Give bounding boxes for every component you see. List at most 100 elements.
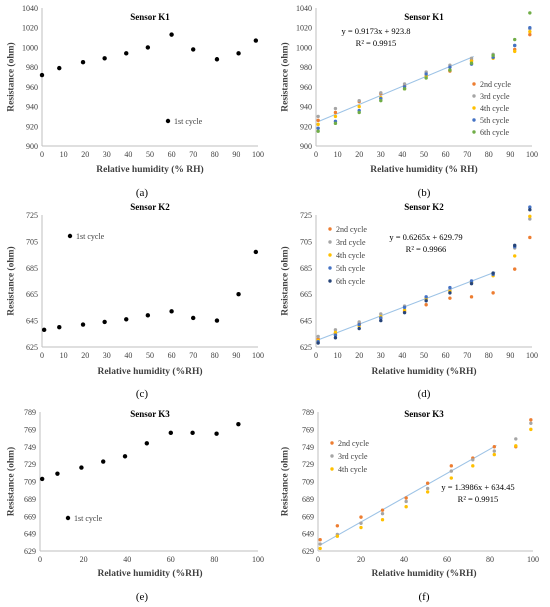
x-tick-label: 60	[443, 555, 451, 564]
series-group	[39, 32, 259, 78]
regression-equation: y = 0.6265x + 629.79	[389, 232, 462, 242]
data-point	[145, 313, 151, 318]
series-group	[316, 208, 532, 345]
data-point	[469, 281, 474, 286]
legend-marker	[165, 118, 171, 124]
y-axis-title: Resistance (ohm)	[279, 246, 290, 315]
data-point	[491, 271, 495, 275]
y-tick-label: 645	[300, 317, 312, 326]
y-tick-label: 749	[24, 443, 36, 452]
r-squared-label: R² = 0.9966	[406, 244, 447, 254]
legend-label: 4th cycle	[480, 104, 510, 113]
x-tick-label: 90	[232, 150, 240, 159]
data-point	[491, 291, 495, 295]
y-axis-title: Resistance (ohm)	[279, 447, 290, 516]
legend-marker	[67, 233, 73, 239]
data-point	[316, 129, 320, 133]
x-tick-label: 10	[334, 351, 342, 360]
series-group	[318, 418, 533, 542]
data-point	[379, 318, 383, 323]
data-point	[124, 51, 129, 56]
x-tick-label: 0	[40, 150, 44, 159]
y-tick-label: 725	[300, 211, 312, 220]
chart-panel: 0 20 40 60 80 100 629 649 669 689 709 729 749 769 789 S…	[5, 408, 264, 603]
data-point	[122, 454, 128, 459]
data-point	[424, 299, 428, 303]
y-tick-label: 980	[300, 63, 312, 72]
x-tick-label: 20	[81, 351, 89, 360]
y-tick-label: 980	[26, 63, 38, 72]
x-tick-label: 60	[442, 351, 450, 360]
y-tick-label: 665	[26, 290, 38, 299]
data-point	[318, 538, 322, 542]
chart-title: Sensor K3	[404, 409, 444, 419]
x-tick-label: 40	[400, 555, 408, 564]
legend-marker	[328, 253, 332, 257]
x-tick-label: 70	[463, 351, 471, 360]
panel-label: (e)	[136, 591, 149, 603]
data-point	[80, 60, 86, 65]
data-point	[528, 32, 532, 37]
series-group	[316, 11, 532, 133]
legend-label: 5th cycle	[336, 264, 366, 273]
x-tick-label: 0	[316, 555, 320, 564]
data-point	[469, 56, 474, 60]
data-point	[357, 322, 361, 327]
data-point	[379, 316, 383, 320]
data-point	[425, 481, 430, 485]
x-tick-label: 10	[60, 351, 68, 360]
data-point	[357, 104, 361, 109]
x-tick-label: 70	[189, 351, 197, 360]
y-tick-label: 625	[26, 343, 38, 352]
y-tick-label: 725	[26, 211, 38, 220]
data-point	[513, 267, 517, 271]
legend-marker	[472, 130, 476, 134]
x-tick-label: 50	[146, 150, 154, 159]
panel-label: (d)	[418, 388, 431, 400]
y-tick-label: 689	[302, 495, 314, 504]
y-tick-label: 749	[302, 443, 314, 452]
data-point	[513, 43, 517, 48]
data-point	[318, 546, 322, 551]
x-tick-label: 100	[252, 555, 264, 564]
legend-label: 4th cycle	[336, 251, 366, 260]
y-axis-title: Resistance (ohm)	[5, 42, 16, 111]
data-point	[169, 309, 174, 314]
y-tick-label: 649	[24, 530, 36, 539]
data-point	[39, 72, 45, 78]
x-tick-label: 70	[463, 150, 471, 159]
x-tick-label: 50	[420, 150, 428, 159]
data-point	[402, 87, 407, 91]
data-point	[528, 217, 532, 221]
data-point	[513, 243, 517, 248]
y-tick-label: 789	[24, 408, 36, 417]
data-point	[469, 279, 474, 283]
data-point	[425, 486, 430, 491]
y-axis-title: Resistance (ohm)	[5, 447, 16, 516]
legend-marker	[472, 94, 476, 98]
data-point	[124, 317, 129, 322]
chart-panel: 0 10 20 30 40 50 60 70 80 90 100900920940960980100…	[5, 4, 264, 199]
data-point	[448, 285, 452, 290]
data-point	[333, 106, 338, 111]
data-point	[335, 534, 340, 538]
data-point	[357, 326, 361, 331]
data-point	[379, 98, 383, 103]
data-point	[402, 305, 407, 310]
y-tick-label: 769	[24, 425, 36, 434]
data-point	[214, 318, 220, 323]
data-point	[402, 310, 407, 315]
data-point	[316, 118, 320, 123]
data-point	[169, 32, 174, 37]
data-point	[333, 121, 338, 126]
x-tick-label: 20	[355, 150, 363, 159]
legend-label: 2nd cycle	[336, 225, 367, 234]
data-point	[469, 61, 474, 65]
r-squared-label: R² = 0.9915	[356, 38, 397, 48]
chart-panel: 0 10 20 30 40 50 60 70 80 90 100 625 645 665 685 705 725…	[279, 202, 538, 400]
data-point	[335, 524, 340, 528]
legend-label: 1st cycle	[174, 117, 203, 126]
x-tick-label: 40	[123, 555, 131, 564]
data-point	[379, 312, 383, 316]
data-point	[380, 508, 385, 512]
